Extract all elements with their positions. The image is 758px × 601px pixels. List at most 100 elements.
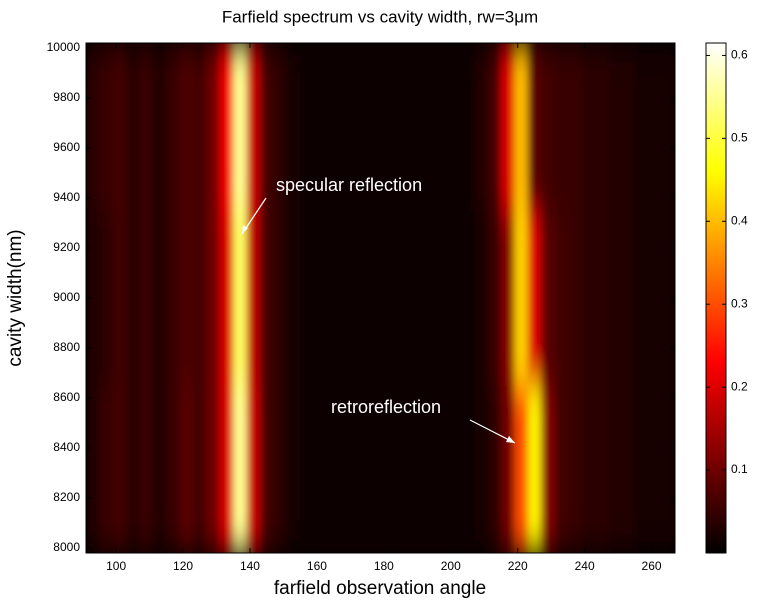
heatmap-cell: [567, 385, 582, 553]
heatmap-cell: [393, 210, 408, 386]
heatmap-cell: [380, 43, 395, 211]
heatmap-cell: [460, 385, 475, 553]
heatmap-cell: [554, 385, 569, 553]
heatmap-cell: [246, 210, 261, 386]
heatmap-cell: [621, 210, 636, 386]
heatmap-cell: [634, 210, 649, 386]
heatmap-cell: [286, 385, 301, 553]
x-tick-label: 220: [508, 559, 528, 573]
y-tick-label: 8600: [53, 390, 80, 404]
heatmap-cell: [367, 43, 381, 211]
heatmap-cell: [260, 385, 274, 553]
heatmap-cell: [487, 43, 502, 211]
y-tick-label: 8000: [53, 540, 80, 554]
heatmap-cell: [594, 210, 609, 386]
colorbar-tick-label: 0.3: [731, 296, 748, 310]
heatmap-cell: [608, 210, 622, 386]
heatmap-cell: [86, 385, 100, 553]
x-tick-label: 200: [441, 559, 461, 573]
heatmap-cell: [206, 43, 221, 211]
arrowhead: [242, 225, 248, 234]
heatmap-cell: [112, 385, 127, 553]
heatmap-cell: [166, 210, 181, 386]
heatmap-cell: [581, 43, 596, 211]
heatmap-cell: [99, 385, 114, 553]
heatmap-cell: [233, 210, 248, 386]
heatmap-cell: [474, 43, 489, 211]
heatmap-cell: [567, 43, 582, 211]
heatmap-cell: [126, 385, 141, 553]
heatmap-cell: [447, 210, 462, 386]
y-tick-label: 8200: [53, 490, 80, 504]
colorbar-tick-label: 0.5: [731, 131, 748, 145]
heatmap-cell: [487, 210, 502, 386]
heatmap-cell: [514, 210, 529, 386]
annotation: specular reflection: [276, 175, 422, 195]
x-tick-label: 140: [240, 559, 260, 573]
heatmap-cell: [500, 43, 515, 211]
heatmap-cell: [193, 43, 207, 211]
heatmap-cell: [434, 385, 448, 553]
heatmap-cell: [152, 385, 167, 553]
heatmap-cell: [407, 385, 422, 553]
heatmap-cell: [474, 210, 489, 386]
heatmap-cell: [500, 210, 515, 386]
heatmap-cell: [219, 43, 234, 211]
heatmap-cell: [541, 385, 556, 553]
heatmap-cell: [648, 385, 663, 553]
heatmap-cell: [367, 210, 381, 386]
heatmap-cell: [179, 43, 194, 211]
y-tick-label: 9000: [53, 290, 80, 304]
heatmap-cell: [126, 43, 141, 211]
heatmap-cell: [407, 43, 422, 211]
heatmap-cell: [661, 210, 675, 386]
heatmap-cell: [474, 385, 489, 553]
heatmap-cell: [407, 210, 422, 386]
heatmap-cell: [139, 385, 154, 553]
heatmap-cell: [340, 385, 355, 553]
heatmap-cell: [393, 43, 408, 211]
heatmap-cell: [621, 43, 636, 211]
y-tick-label: 9200: [53, 240, 80, 254]
heatmap-cell: [608, 385, 622, 553]
heatmap-cell: [594, 43, 609, 211]
heatmap-cell: [648, 43, 663, 211]
heatmap-cell: [326, 43, 341, 211]
chart-title: Farfield spectrum vs cavity width, rw=3μ…: [222, 7, 538, 26]
heatmap-cell: [621, 385, 636, 553]
heatmap-cell: [420, 43, 435, 211]
heatmap-cell: [353, 210, 368, 386]
heatmap-cell: [246, 385, 261, 553]
heatmap-cell: [99, 43, 114, 211]
heatmap-cell: [554, 210, 569, 386]
heatmap-cell: [648, 210, 663, 386]
colorbar: [705, 42, 727, 554]
heatmap-cell: [460, 210, 475, 386]
x-tick-label: 180: [374, 559, 394, 573]
heatmap-cell: [487, 385, 502, 553]
heatmap-cell: [313, 43, 328, 211]
heatmap-cell: [126, 210, 141, 386]
heatmap-cell: [86, 210, 100, 386]
heatmap-cell: [353, 385, 368, 553]
heatmap-cell: [219, 210, 234, 386]
heatmap-cell: [300, 385, 315, 553]
x-tick-label: 100: [106, 559, 126, 573]
heatmap-cell: [326, 385, 341, 553]
heatmap-cell: [447, 43, 462, 211]
heatmap-cell: [380, 385, 395, 553]
heatmap-cell: [581, 385, 596, 553]
heatmap-cell: [420, 210, 435, 386]
heatmap-cell: [193, 385, 207, 553]
heatmap-cell: [166, 385, 181, 553]
heatmap-cell: [460, 43, 475, 211]
heatmap-cell: [420, 385, 435, 553]
heatmap-cell: [219, 385, 234, 553]
heatmap-cell: [447, 385, 462, 553]
heatmap-cell: [393, 385, 408, 553]
annotation: retroreflection: [331, 397, 441, 417]
heatmap-cell: [139, 210, 154, 386]
heatmap-cell: [233, 385, 248, 553]
y-tick-label: 8400: [53, 440, 80, 454]
y-tick-label: 9800: [53, 90, 80, 104]
